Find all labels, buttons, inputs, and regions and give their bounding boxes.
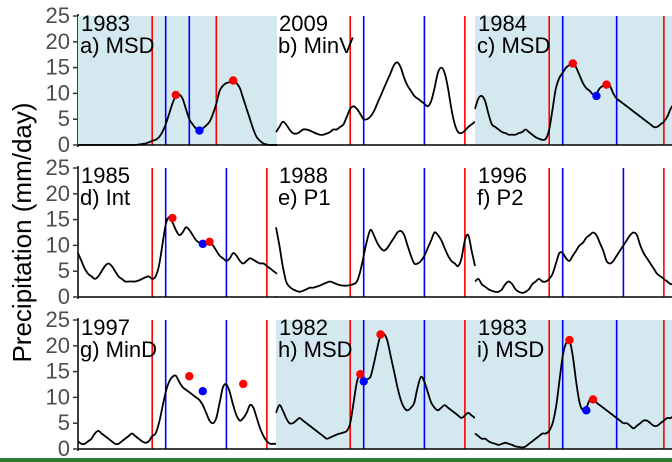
precipitation-series-line [77, 216, 278, 283]
panel-year-label: 1985 [81, 163, 130, 188]
y-tick-label: 10 [46, 384, 70, 409]
red-marker-point [376, 330, 385, 339]
red-marker-point [171, 90, 181, 100]
red-marker-point [239, 379, 248, 389]
red-marker-point [205, 237, 214, 246]
red-marker-point [588, 395, 598, 404]
red-marker-point [602, 80, 611, 89]
msd-shading [276, 320, 475, 449]
y-tick-label: 15 [46, 207, 70, 232]
red-marker-point [185, 372, 194, 381]
y-tick-label: 15 [46, 359, 70, 384]
y-tick-label: 5 [58, 106, 70, 131]
y-tick-label: 10 [46, 80, 70, 105]
y-tick-label: 10 [46, 232, 70, 257]
y-tick-label: 0 [58, 436, 70, 461]
panel-year-label: 1983 [478, 315, 527, 340]
y-tick-label: 20 [46, 333, 70, 358]
y-tick-label: 5 [58, 258, 70, 283]
y-tick-label: 0 [58, 132, 70, 157]
panel-title-label: f) P2 [477, 185, 523, 210]
precipitation-series-line [474, 231, 672, 294]
msd-shading [475, 16, 672, 145]
red-marker-point [568, 59, 578, 68]
y-tick-label: 5 [58, 410, 70, 435]
panel-year-label: 2009 [279, 11, 328, 36]
blue-marker-point [592, 91, 601, 101]
bottom-edge-strip [0, 458, 672, 462]
blue-marker-point [198, 387, 207, 396]
msd-shading [475, 320, 672, 449]
precipitation-series-line [474, 338, 672, 449]
precipitation-series-line [77, 374, 277, 446]
panel-year-label: 1988 [279, 163, 328, 188]
y-tick-label: 15 [46, 55, 70, 80]
panel-title-label: a) MSD [80, 33, 155, 58]
panel-year-label: 1984 [478, 11, 527, 36]
blue-marker-point [582, 406, 591, 415]
panel-year-label: 1997 [81, 315, 130, 340]
y-tick-label: 20 [46, 29, 70, 54]
precipitation-series-line [275, 61, 476, 136]
precipitation-series-line [275, 332, 476, 440]
precipitation-series-line [275, 227, 476, 293]
panel-title-label: i) MSD [477, 337, 544, 362]
blue-marker-point [195, 126, 204, 135]
blue-marker-point [359, 377, 368, 386]
panel-title-label: b) MinV [278, 33, 354, 58]
red-marker-point [228, 76, 238, 85]
y-tick-label: 0 [58, 284, 70, 309]
panel-year-label: 1982 [279, 315, 328, 340]
red-marker-point [565, 335, 574, 345]
panel-title-label: d) Int [80, 185, 130, 210]
y-axis-label: Precipitation (mm/day) [7, 102, 37, 362]
y-tick-label: 25 [46, 3, 70, 28]
y-tick-label: 25 [46, 155, 70, 180]
y-tick-label: 25 [46, 307, 70, 332]
y-tick-label: 20 [46, 181, 70, 206]
red-marker-point [356, 369, 365, 379]
msd-shading [78, 16, 277, 145]
panel-year-label: 1983 [81, 11, 130, 36]
red-marker-point [168, 213, 177, 223]
panel-title-label: g) MinD [80, 337, 157, 362]
panel-year-label: 1996 [478, 163, 527, 188]
panel-title-label: c) MSD [477, 33, 550, 58]
blue-marker-point [198, 239, 207, 249]
panel-title-label: h) MSD [278, 337, 353, 362]
panel-title-label: e) P1 [278, 185, 331, 210]
